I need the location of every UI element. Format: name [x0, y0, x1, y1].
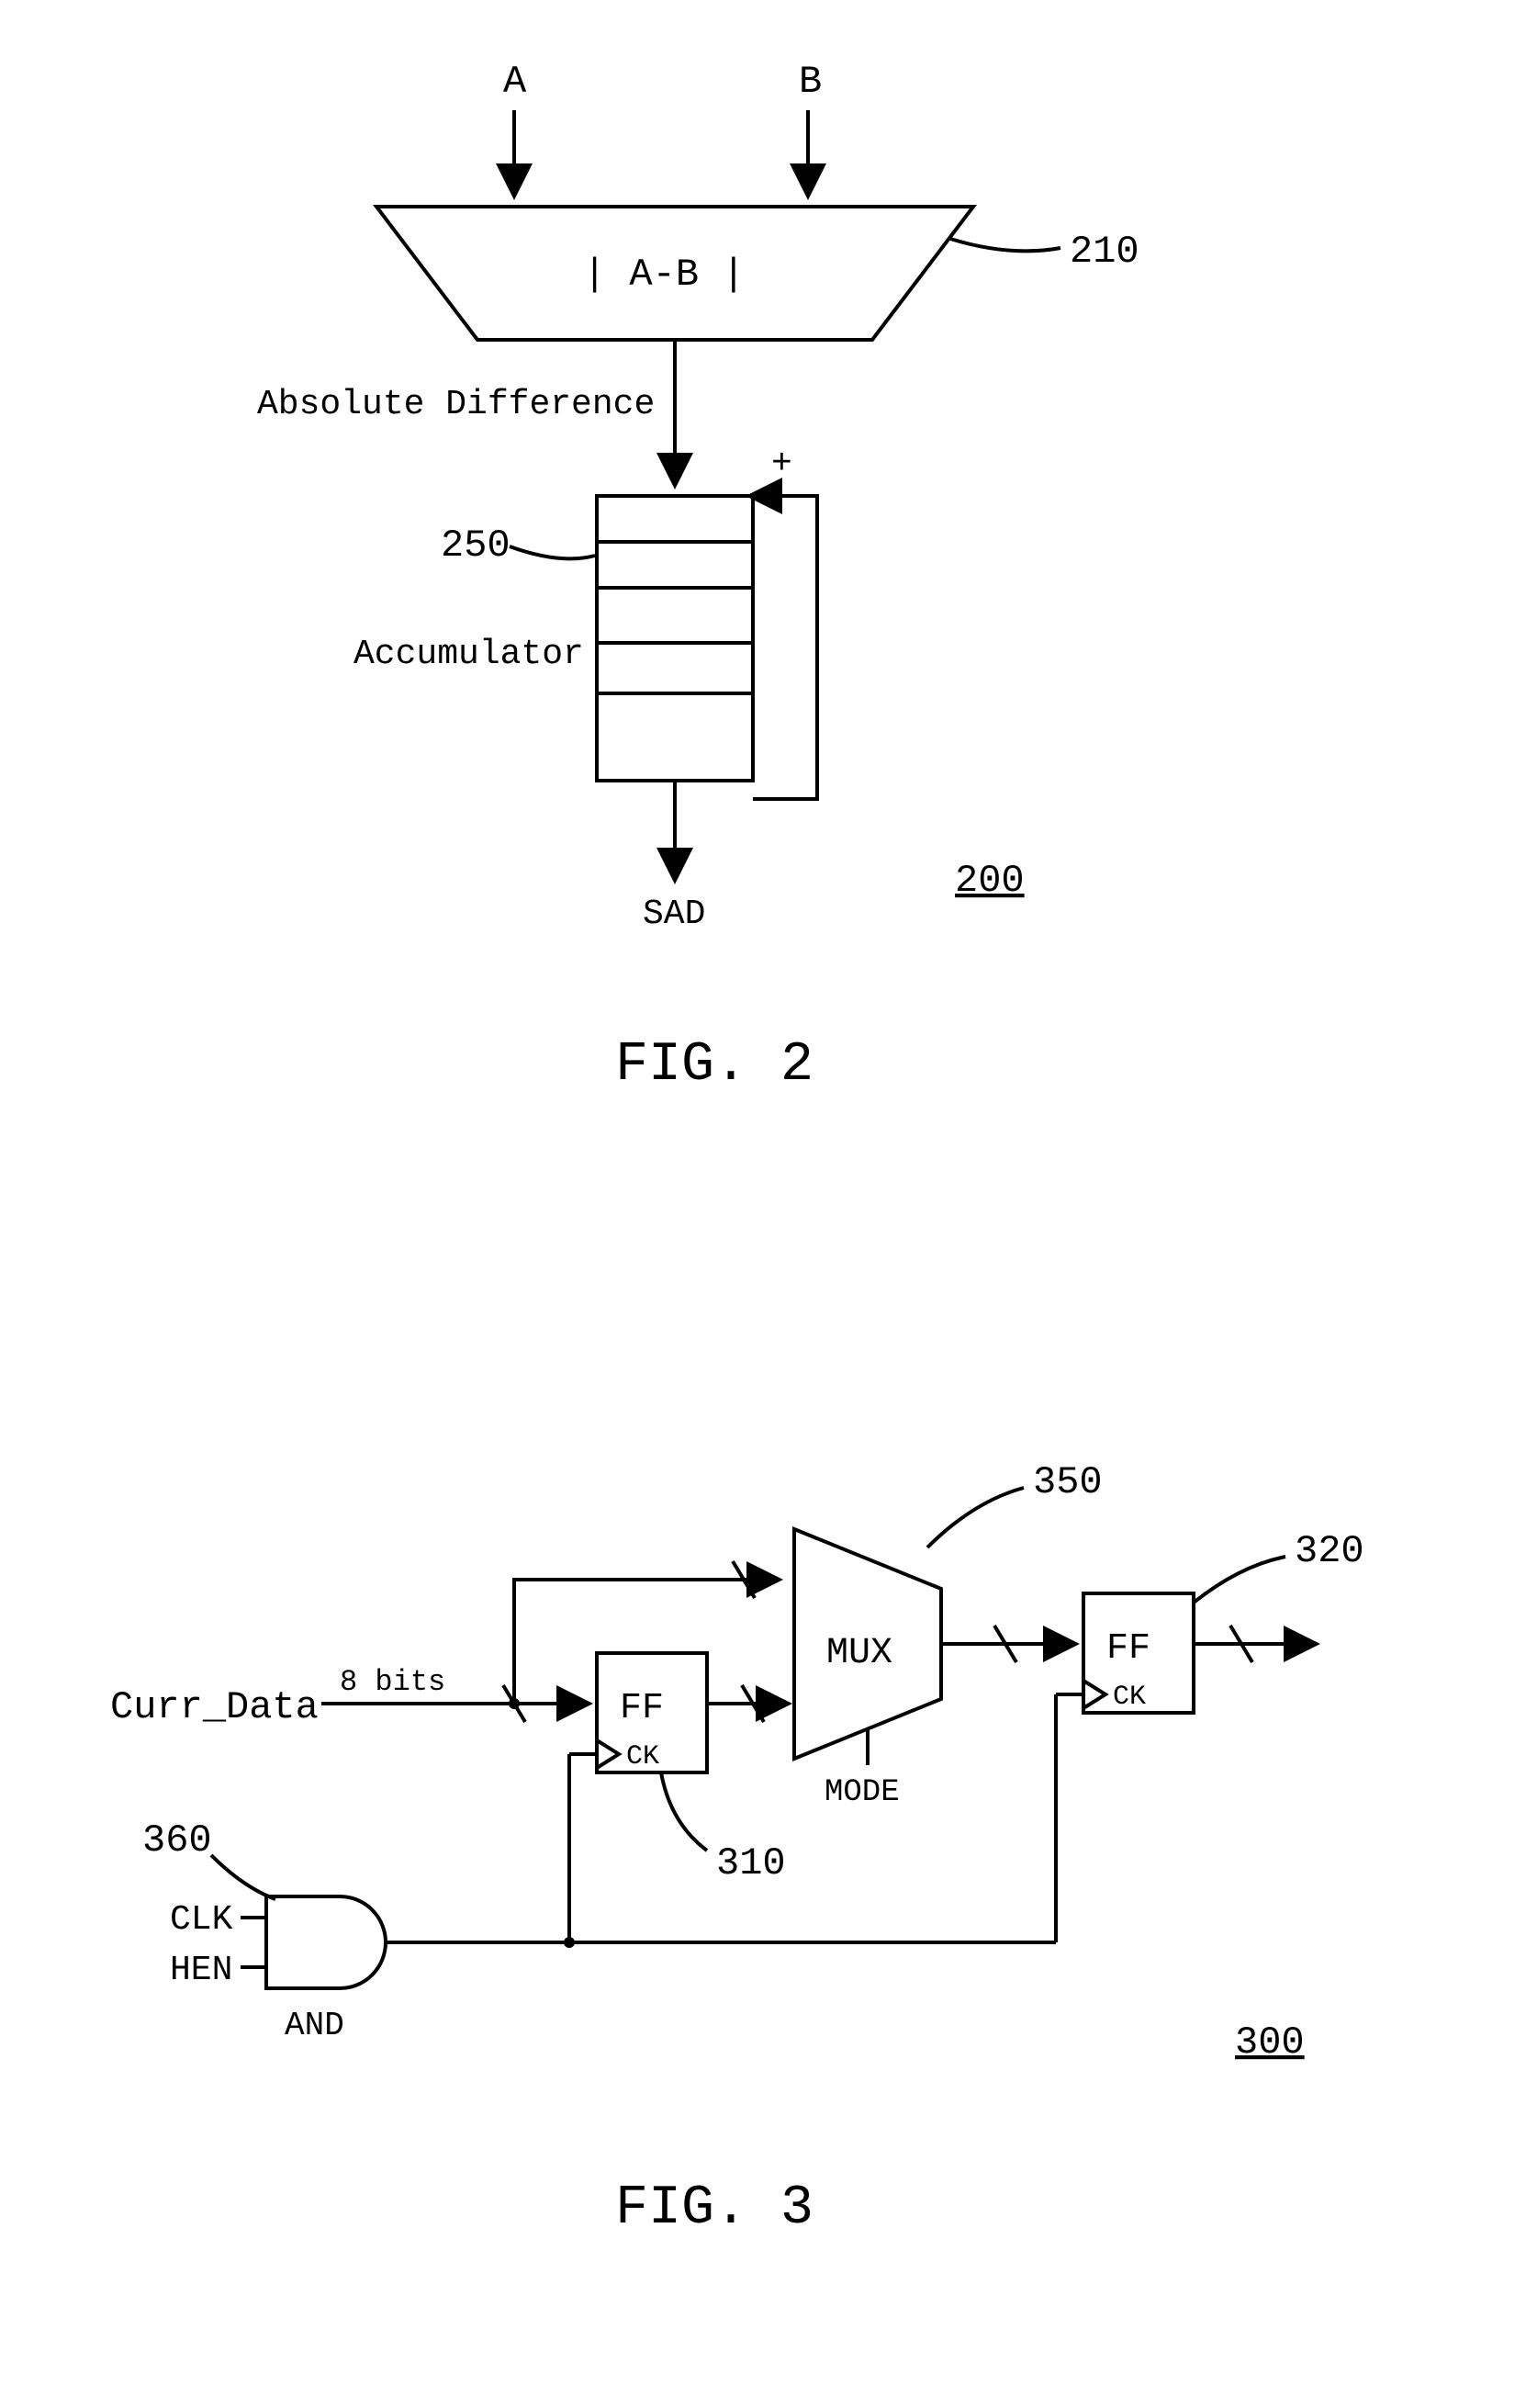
ref-360-leader: [211, 1855, 275, 1899]
ref-310-leader: [661, 1772, 707, 1851]
ref-210: 210: [1070, 230, 1139, 274]
ref-350-leader: [927, 1488, 1024, 1547]
ff2-label: FF: [1106, 1628, 1150, 1670]
ref-250-leader: [510, 546, 595, 558]
fig3: Curr_Data 8 bits FF CK 310 MUX MODE 350: [110, 1460, 1364, 2240]
fig2: A B | A-B | 210 Absolute Difference + 25…: [257, 60, 1139, 1097]
ref-360: 360: [142, 1818, 212, 1862]
clk-label: CLK: [170, 1900, 233, 1940]
ref-310: 310: [716, 1841, 786, 1885]
input-b-label: B: [799, 60, 822, 104]
ref-210-leader: [950, 239, 1060, 251]
feedback-loop: [753, 496, 817, 799]
ff1-label: FF: [620, 1688, 664, 1729]
bits-label: 8 bits: [340, 1665, 445, 1699]
input-a-label: A: [503, 60, 527, 104]
ref-320-leader: [1194, 1557, 1285, 1603]
ff2-ck: CK: [1113, 1682, 1146, 1713]
curr-data-label: Curr_Data: [110, 1685, 319, 1729]
mux-mode: MODE: [825, 1775, 900, 1810]
and-label: AND: [285, 2007, 344, 2044]
accumulator-box: [597, 496, 753, 781]
trapezoid-label: | A-B |: [583, 253, 745, 297]
ff1-ck: CK: [626, 1741, 659, 1772]
ref-350: 350: [1033, 1460, 1103, 1504]
and-gate: [266, 1896, 386, 1988]
plus-label: +: [771, 444, 792, 484]
ref-250: 250: [441, 523, 511, 568]
abs-diff-label: Absolute Difference: [257, 385, 655, 424]
ref-320: 320: [1295, 1529, 1364, 1573]
fig2-label: FIG. 2: [615, 1034, 813, 1097]
ref-200: 200: [955, 859, 1025, 903]
mux-label: MUX: [826, 1633, 892, 1674]
sad-label: SAD: [643, 895, 705, 934]
ref-300: 300: [1235, 2020, 1305, 2065]
branch-up-line: [514, 1580, 776, 1704]
diagram-svg: A B | A-B | 210 Absolute Difference + 25…: [0, 0, 1526, 2408]
accumulator-label: Accumulator: [353, 635, 584, 674]
hen-label: HEN: [170, 1951, 232, 1990]
fig3-label: FIG. 3: [615, 2177, 813, 2240]
